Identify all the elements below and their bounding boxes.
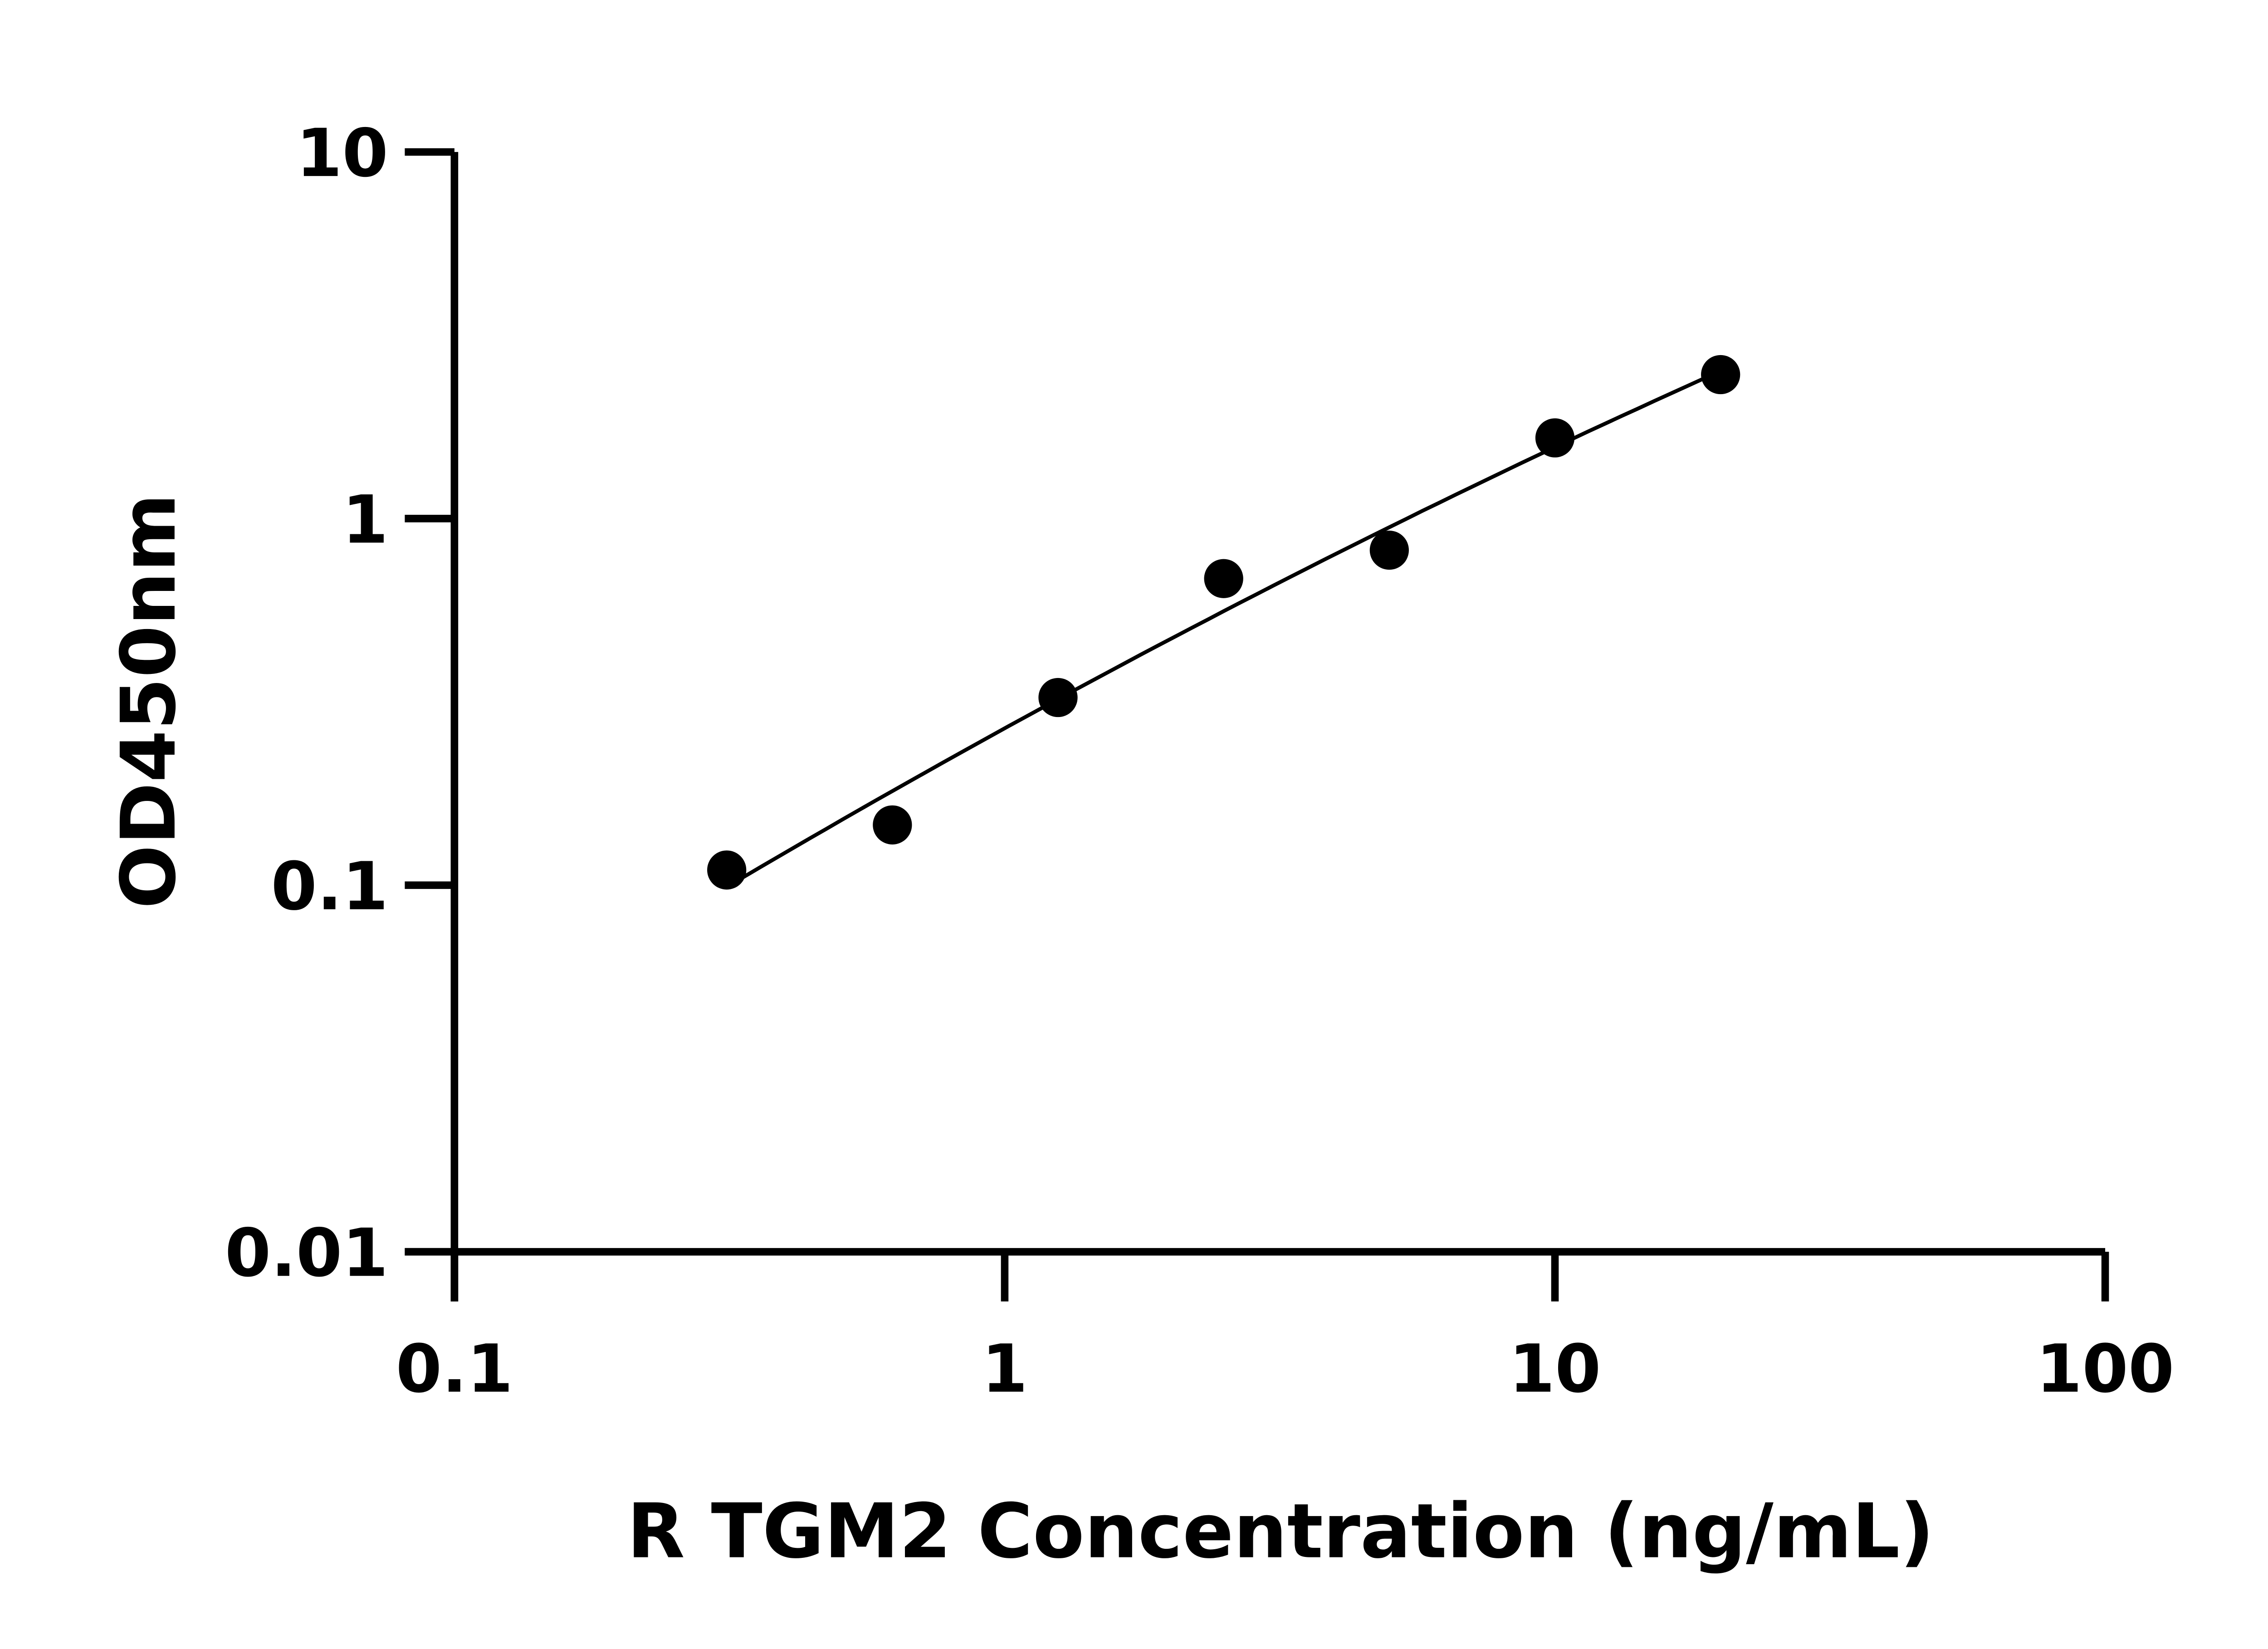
y-tick-label: 1 xyxy=(342,482,388,559)
y-tick-label: 0.1 xyxy=(271,849,388,925)
data-point xyxy=(1204,559,1243,598)
x-axis-label: R TGM2 Concentration (ng/mL) xyxy=(627,1488,1934,1576)
fit-curve xyxy=(726,369,1721,889)
y-tick-label: 0.01 xyxy=(225,1215,388,1292)
data-point xyxy=(1701,355,1740,395)
x-tick-label: 0.1 xyxy=(396,1331,513,1408)
data-point xyxy=(707,850,747,890)
data-points xyxy=(707,355,1740,890)
data-point xyxy=(1369,530,1409,570)
x-tick-label: 1 xyxy=(982,1331,1028,1408)
x-tick-label: 100 xyxy=(2036,1331,2175,1408)
x-tick-label: 10 xyxy=(1509,1331,1601,1408)
y-tick-label: 10 xyxy=(296,115,388,192)
data-point xyxy=(1038,678,1078,717)
data-point xyxy=(873,805,912,845)
data-point xyxy=(1535,418,1575,458)
y-axis-label: OD450nm xyxy=(105,493,193,909)
axes xyxy=(405,148,2109,1302)
